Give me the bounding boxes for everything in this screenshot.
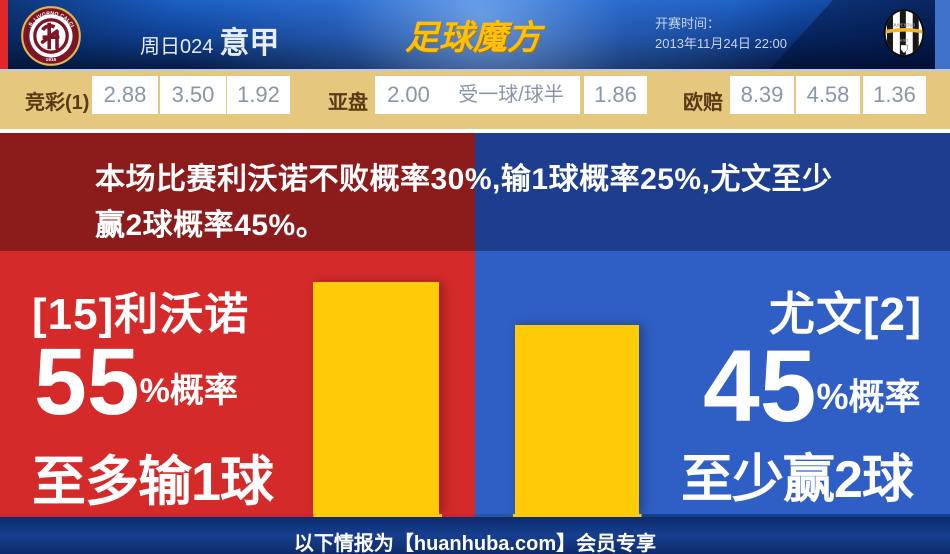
svg-text:1915: 1915 bbox=[46, 57, 57, 63]
svg-text:JUVENTUS: JUVENTUS bbox=[893, 23, 916, 28]
svg-text:AJ&S: AJ&S bbox=[900, 39, 909, 43]
